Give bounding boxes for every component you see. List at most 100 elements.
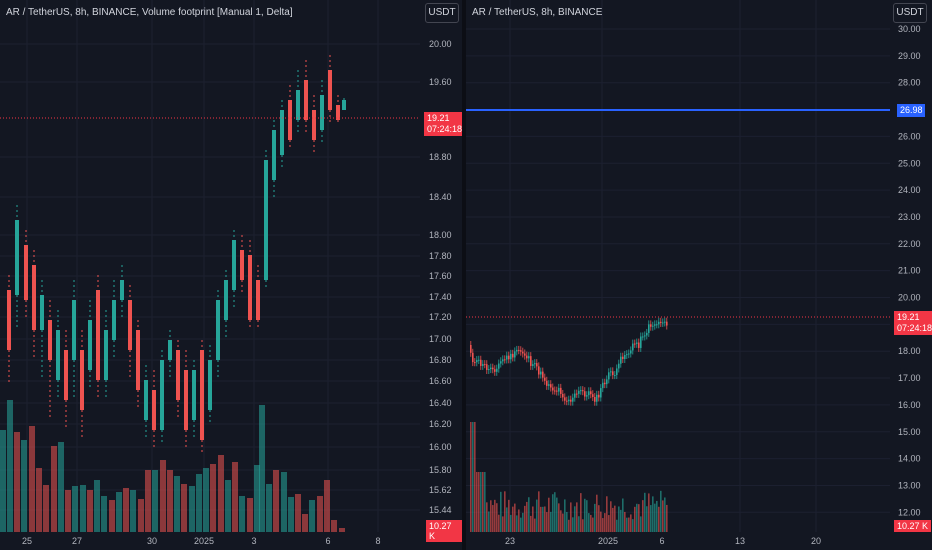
- price-axis-label: 17.20: [429, 312, 452, 322]
- candle-body: [502, 359, 504, 362]
- footprint-candle-body: [288, 100, 292, 140]
- right-chart-legend[interactable]: AR / TetherUS, 8h, BINANCE: [472, 7, 603, 18]
- candle-body: [522, 351, 524, 354]
- candle-body: [542, 371, 544, 378]
- candle-body: [664, 321, 666, 323]
- candle-body: [564, 397, 566, 401]
- candle-body: [490, 367, 492, 370]
- volume-bar: [504, 491, 506, 532]
- price-axis-label: 13.00: [898, 480, 921, 490]
- time-axis-label: 6: [325, 536, 330, 546]
- volume-bar: [484, 472, 486, 532]
- candle-body: [566, 400, 568, 402]
- candle-body: [576, 393, 578, 395]
- volume-bar: [650, 505, 652, 532]
- candle-body: [544, 377, 546, 381]
- price-axis-label: 22.00: [898, 239, 921, 249]
- volume-bar: [232, 462, 238, 532]
- candle-body: [536, 363, 538, 367]
- volume-bar: [520, 517, 522, 532]
- volume-bar: [508, 499, 510, 532]
- time-axis-label: 2025: [598, 536, 618, 546]
- volume-bar: [638, 504, 640, 532]
- volume-bar: [36, 468, 42, 532]
- volume-bar: [478, 472, 480, 532]
- volume-bar: [58, 442, 64, 532]
- volume-bar: [662, 500, 664, 532]
- left-chart-pane[interactable]: 20.00 19.60 18.80 18.40 18.00 17.80 17.60 17.40…: [0, 0, 462, 550]
- candle-body: [626, 354, 628, 356]
- price-axis-label: 16.00: [898, 400, 921, 410]
- volume-bar: [496, 503, 498, 532]
- candle-body: [588, 391, 590, 396]
- candle-body: [660, 321, 662, 323]
- volume-bar: [640, 516, 642, 532]
- pane-divider[interactable]: [462, 0, 466, 550]
- candle-body: [582, 390, 584, 392]
- volume-bar: [43, 485, 49, 532]
- horizontal-line-price-tag: 26.98: [897, 104, 925, 117]
- volume-bar: [632, 519, 634, 532]
- right-chart-canvas[interactable]: 30.0029.0028.0027.0026.0025.0024.0023.00…: [466, 0, 932, 550]
- candle-body: [484, 364, 486, 366]
- price-axis-label: 16.80: [429, 355, 452, 365]
- candle-body: [632, 343, 634, 351]
- footprint-candle-body: [256, 280, 260, 320]
- candle-body: [606, 379, 608, 385]
- candle-body: [498, 363, 500, 369]
- candle-body: [634, 343, 636, 345]
- left-chart-legend[interactable]: AR / TetherUS, 8h, BINANCE, Volume footp…: [6, 7, 293, 18]
- candle-body: [622, 356, 624, 359]
- candle-body: [646, 332, 648, 336]
- volume-bar: [592, 517, 594, 532]
- price-axis-label: 24.00: [898, 185, 921, 195]
- volume-bar: [254, 465, 260, 532]
- time-axis-label: 8: [375, 536, 380, 546]
- right-chart-pane[interactable]: 30.0029.0028.0027.0026.0025.0024.0023.00…: [466, 0, 932, 550]
- footprint-candle-body: [96, 290, 100, 380]
- left-chart-canvas[interactable]: 20.00 19.60 18.80 18.40 18.00 17.80 17.60 17.40…: [0, 0, 462, 550]
- volume-bar: [580, 493, 582, 532]
- volume-bar: [608, 515, 610, 532]
- candle-body: [524, 353, 526, 356]
- volume-bar: [560, 510, 562, 532]
- footprint-candle-body: [208, 360, 212, 410]
- volume-bar: [664, 497, 666, 532]
- candle-body: [572, 397, 574, 402]
- volume-bar: [620, 509, 622, 532]
- volume-bar: [500, 491, 502, 532]
- volume-bar: [536, 499, 538, 532]
- volume-bar: [578, 516, 580, 532]
- candle-body: [656, 324, 658, 326]
- footprint-candle-body: [216, 300, 220, 360]
- time-axis-label: 27: [72, 536, 82, 546]
- volume-bar: [181, 484, 187, 532]
- candle-body: [518, 349, 520, 351]
- right-unit-button[interactable]: USDT: [893, 3, 927, 23]
- candle-body: [640, 336, 642, 348]
- volume-bar: [490, 500, 492, 532]
- candle-body: [642, 336, 644, 338]
- volume-bar: [65, 490, 71, 532]
- candle-body: [516, 349, 518, 352]
- volume-bar: [626, 517, 628, 532]
- footprint-candle-body: [136, 330, 140, 390]
- price-axis-label: 15.62: [429, 485, 452, 495]
- volume-bar: [196, 474, 202, 532]
- candle-body: [652, 325, 654, 327]
- volume-bar: [160, 460, 166, 532]
- candle-body: [614, 375, 616, 377]
- price-axis-label: 18.00: [429, 230, 452, 240]
- volume-bar: [574, 506, 576, 532]
- volume-bar: [550, 511, 552, 532]
- volume-bar: [152, 470, 158, 532]
- left-unit-button[interactable]: USDT: [425, 3, 459, 23]
- candle-body: [596, 394, 598, 402]
- volume-bar: [594, 503, 596, 532]
- volume-bar: [506, 507, 508, 532]
- time-axis-label: 23: [505, 536, 515, 546]
- volume-bar: [660, 490, 662, 532]
- candle-body: [600, 388, 602, 398]
- volume-bar: [225, 480, 231, 532]
- volume-bar: [331, 520, 337, 532]
